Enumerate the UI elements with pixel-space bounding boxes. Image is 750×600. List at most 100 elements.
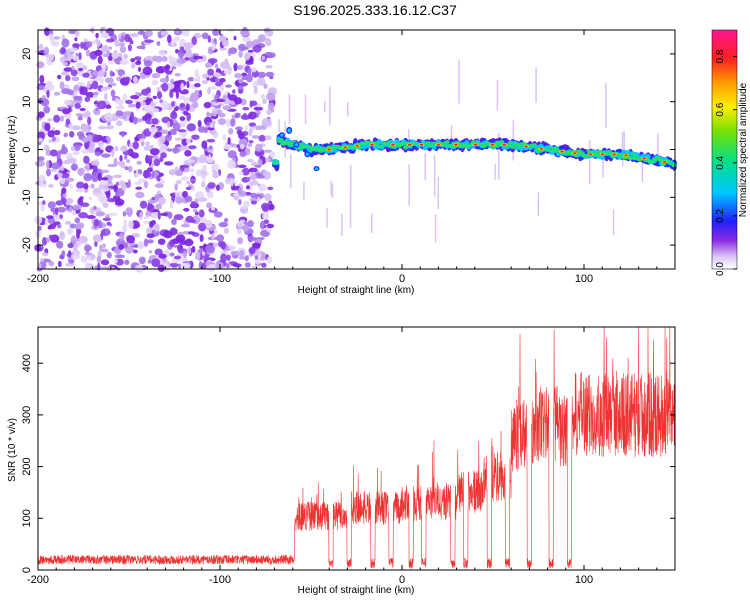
noise-blob (156, 41, 161, 46)
noise-blob (65, 262, 75, 267)
snr-y-tick-label: 0 (21, 567, 33, 573)
noise-blob (263, 83, 268, 89)
snr-y-tick-label: 100 (21, 509, 33, 527)
noise-blob (69, 183, 73, 189)
noise-blob (257, 103, 262, 108)
noise-blob (87, 134, 93, 142)
noise-blob (210, 58, 215, 66)
noise-blob (106, 198, 117, 203)
noise-blob (174, 255, 182, 260)
noise-blob (63, 99, 72, 106)
noise-blob (124, 111, 132, 115)
noise-blob (50, 168, 57, 172)
noise-blob (241, 72, 248, 77)
noise-blob (110, 82, 117, 86)
signal-band-cell (628, 156, 634, 161)
noise-blob (69, 131, 75, 138)
noise-blob (54, 207, 59, 216)
noise-blob (60, 46, 66, 54)
noise-blob (136, 160, 142, 165)
signal-band-cell (531, 143, 538, 148)
noise-blob (151, 258, 161, 268)
noise-blob (190, 178, 196, 182)
noise-blob (222, 134, 226, 141)
noise-blob (70, 69, 78, 77)
noise-blob (244, 262, 251, 268)
noise-blob (173, 36, 181, 42)
noise-blob (192, 78, 201, 82)
noise-blob (249, 171, 258, 181)
noise-blob (241, 167, 250, 176)
noise-blob (236, 144, 240, 149)
noise-blob (114, 145, 119, 152)
faint-streak (434, 214, 437, 243)
noise-blob (158, 196, 166, 205)
noise-blob (151, 79, 159, 86)
noise-blob (100, 144, 104, 151)
signal-band-cell (333, 149, 339, 153)
noise-blob (47, 201, 56, 209)
noise-blob (177, 129, 187, 133)
noise-blob (163, 230, 173, 239)
noise-blob (110, 89, 116, 98)
signal-band-cell (385, 141, 391, 144)
noise-blob (100, 45, 109, 52)
faint-streak (341, 214, 343, 236)
noise-blob (169, 263, 179, 268)
onset-core (305, 152, 309, 156)
signal-peak (391, 143, 395, 146)
noise-blob (100, 177, 109, 181)
noise-blob (96, 100, 107, 110)
noise-blob (171, 218, 177, 226)
noise-blob (54, 129, 61, 136)
noise-blob (44, 83, 55, 92)
signal-peak (539, 147, 544, 150)
snr-x-tick-label: -100 (209, 574, 231, 586)
noise-blob (116, 161, 124, 166)
snr-y-axis: 0 100 200 300 400 (21, 354, 675, 573)
noise-blob (161, 82, 169, 92)
noise-blob (85, 132, 94, 137)
noise-blob (73, 250, 77, 257)
noise-blob (68, 206, 73, 213)
noise-blob (264, 193, 272, 202)
signal-peak (343, 146, 348, 149)
noise-blob (218, 118, 226, 126)
noise-blob (238, 199, 242, 206)
noise-blob (206, 202, 213, 209)
noise-blob (78, 72, 84, 77)
noise-blob (186, 80, 190, 89)
noise-blob (129, 40, 134, 45)
noise-blob (216, 234, 225, 242)
noise-blob (42, 200, 46, 205)
noise-blob (53, 36, 61, 40)
noise-blob (48, 260, 55, 267)
noise-blob (261, 117, 272, 127)
noise-blob (172, 147, 179, 154)
noise-blob (255, 193, 263, 200)
noise-blob (256, 174, 265, 179)
noise-blob (207, 35, 211, 43)
spectrogram-y-tick-label: -10 (21, 189, 33, 205)
noise-blob (228, 128, 234, 135)
noise-blob (238, 89, 243, 94)
faint-streak (535, 67, 537, 103)
signal-band-cell (357, 146, 363, 150)
noise-blob (179, 116, 186, 121)
noise-blob (83, 244, 92, 252)
noise-blob (135, 92, 140, 96)
spectrogram-y-tick-label: -20 (21, 237, 33, 253)
noise-blob (127, 103, 137, 108)
noise-blob (155, 55, 163, 63)
noise-blob (253, 85, 258, 95)
noise-blob (207, 86, 212, 95)
noise-blob (71, 65, 75, 71)
noise-blob (143, 216, 148, 220)
noise-blob (72, 151, 80, 156)
noise-blob (115, 105, 125, 110)
noise-blob (93, 91, 99, 96)
noise-blob (190, 92, 199, 102)
noise-blob (192, 101, 199, 109)
noise-blob (253, 106, 264, 111)
noise-blob (100, 188, 109, 192)
